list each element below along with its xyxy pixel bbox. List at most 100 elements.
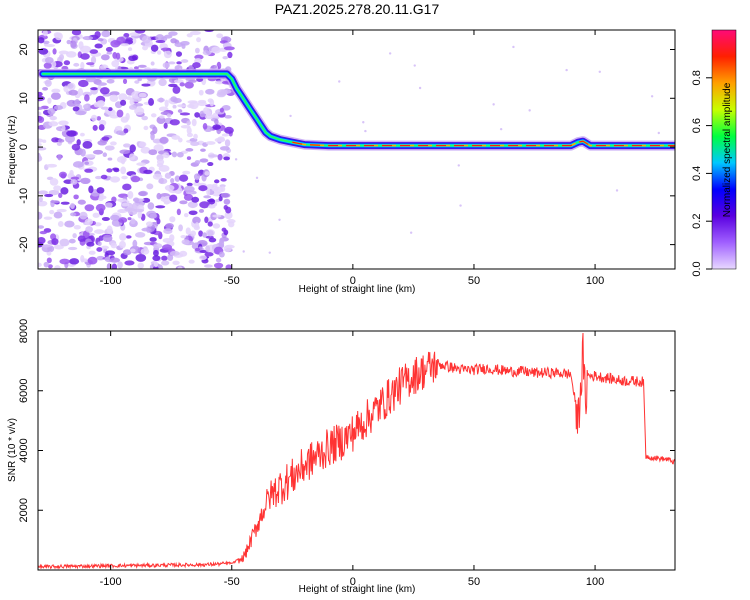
noise-speckle <box>38 142 42 147</box>
noise-speckle <box>38 37 45 44</box>
noise-speckle <box>109 257 121 263</box>
noise-speckle <box>120 166 127 175</box>
noise-speckle <box>598 70 601 74</box>
noise-speckle <box>38 211 43 220</box>
noise-speckle <box>99 65 107 70</box>
noise-speckle <box>224 211 233 220</box>
noise-speckle <box>123 143 131 148</box>
noise-speckle <box>212 214 222 218</box>
noise-speckle <box>220 192 231 198</box>
noise-speckle <box>207 162 214 167</box>
noise-speckle <box>364 129 367 133</box>
noise-speckle <box>54 32 63 41</box>
noise-speckle <box>97 38 104 42</box>
x-tick-label: -100 <box>100 576 122 588</box>
noise-speckle <box>94 31 101 39</box>
noise-speckle <box>179 82 185 87</box>
noise-speckle <box>163 122 168 129</box>
noise-speckle <box>116 156 127 163</box>
noise-speckle <box>38 190 49 195</box>
noise-speckle <box>64 220 75 228</box>
noise-speckle <box>98 124 105 131</box>
noise-speckle <box>190 30 201 36</box>
noise-speckle <box>204 264 213 268</box>
y-tick-label: 0 <box>18 144 30 150</box>
noise-speckle <box>176 208 181 216</box>
spectrogram-x-axis-label: Height of straight line (km) <box>299 284 416 295</box>
noise-speckle <box>38 111 42 117</box>
noise-speckle <box>207 204 216 209</box>
noise-speckle <box>147 202 155 210</box>
noise-speckle <box>132 197 140 203</box>
noise-speckle <box>169 216 176 223</box>
noise-speckle <box>67 83 74 89</box>
noise-speckle <box>206 187 211 196</box>
noise-speckle <box>528 109 531 112</box>
snr-y-axis-label: SNR (10 * v/v) <box>7 418 18 482</box>
noise-speckle <box>80 177 91 185</box>
noise-speckle <box>141 35 151 44</box>
noise-speckle <box>96 247 103 252</box>
noise-speckle <box>72 106 80 112</box>
colorbar-tick-label: 0.2 <box>691 214 703 229</box>
noise-speckle <box>208 154 219 158</box>
noise-speckle <box>84 161 90 165</box>
colorbar-tick-label: 0.0 <box>691 261 703 276</box>
noise-speckle <box>38 138 44 143</box>
noise-speckle <box>97 100 105 107</box>
noise-speckle <box>221 133 230 137</box>
noise-speckle <box>150 44 159 52</box>
noise-speckle <box>128 55 138 62</box>
noise-speckle <box>38 147 47 151</box>
noise-speckle <box>42 30 48 37</box>
spectrogram-y-axis-label: Frequency (Hz) <box>7 116 18 185</box>
noise-speckle <box>159 115 165 119</box>
noise-speckle <box>215 257 222 263</box>
noise-speckle <box>94 43 103 49</box>
noise-speckle <box>156 218 161 225</box>
noise-speckle <box>43 40 50 45</box>
noise-speckle <box>155 205 166 209</box>
noise-speckle <box>117 198 127 202</box>
noise-speckle <box>125 235 132 239</box>
noise-speckle <box>160 111 170 116</box>
noise-speckle <box>120 43 130 47</box>
noise-speckle <box>164 99 169 108</box>
noise-speckle <box>214 118 219 125</box>
noise-speckle <box>565 68 568 72</box>
noise-speckle <box>99 87 110 95</box>
noise-speckle <box>82 35 94 41</box>
noise-speckle <box>177 137 183 143</box>
noise-speckle <box>185 148 194 152</box>
noise-speckle <box>223 156 230 161</box>
x-tick-label: -50 <box>224 275 240 287</box>
noise-speckle <box>95 203 106 212</box>
noise-speckle <box>174 175 181 182</box>
noise-speckle <box>150 113 157 118</box>
noise-speckle <box>57 220 64 227</box>
y-tick-label: -20 <box>18 237 30 253</box>
noise-speckle <box>93 229 105 234</box>
noise-speckle <box>96 255 105 261</box>
noise-speckle <box>179 112 191 116</box>
noise-speckle <box>177 109 183 113</box>
noise-speckle <box>125 112 130 121</box>
noise-speckle <box>79 211 88 220</box>
noise-speckle <box>199 158 209 163</box>
noise-speckle <box>86 241 95 247</box>
noise-speckle <box>82 104 89 109</box>
noise-speckle <box>69 202 75 210</box>
snr-line <box>38 332 675 570</box>
noise-speckle <box>214 179 220 184</box>
noise-speckle <box>176 151 184 158</box>
noise-speckle <box>161 260 170 266</box>
noise-speckle <box>210 65 217 69</box>
snr-y-ticks: 2000 4000 6000 8000 <box>18 319 675 522</box>
noise-speckle <box>190 141 200 147</box>
noise-speckle <box>207 230 214 237</box>
chart-title: PAZ1.2025.278.20.11.G17 <box>275 1 440 17</box>
noise-speckle <box>126 96 132 101</box>
noise-speckle <box>84 94 90 102</box>
noise-speckle <box>96 82 107 86</box>
noise-speckle <box>191 196 200 203</box>
